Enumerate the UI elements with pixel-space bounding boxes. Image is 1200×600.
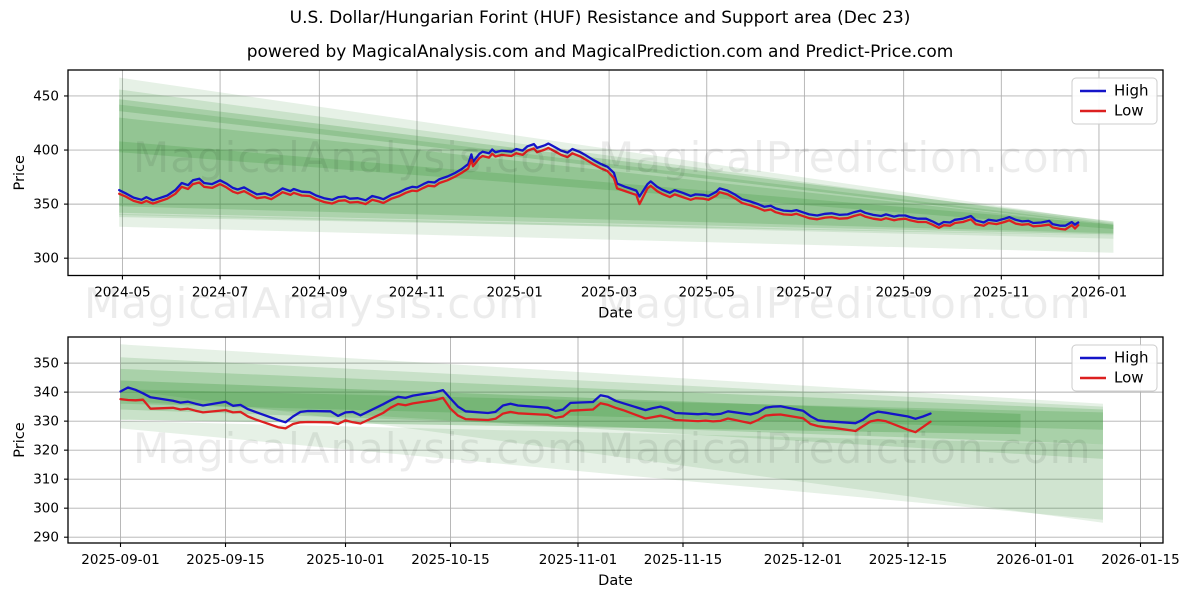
- support-resistance-band: [120, 389, 1103, 430]
- legend-box: [1071, 344, 1158, 392]
- y-axis-label: Price: [12, 155, 28, 190]
- legend-box: [1071, 77, 1158, 125]
- y-axis-label: Price: [12, 422, 28, 457]
- x-tick-label: 2024-07: [192, 285, 248, 301]
- x-tick-label: 2025-05: [679, 285, 735, 301]
- x-tick-label: 2025-10-01: [306, 552, 384, 568]
- legend-label-low: Low: [1114, 102, 1144, 120]
- x-tick-label: 2026-01-15: [1101, 552, 1179, 568]
- x-tick-label: 2025-11-15: [644, 552, 722, 568]
- x-axis-label: Date: [598, 573, 633, 589]
- top-price-chart: 300 350 400 450 2024-05 2024-07 2024-09 2024-11…: [12, 69, 1164, 322]
- x-tick-label: 2024-09: [291, 285, 347, 301]
- plot-border: [67, 336, 1164, 544]
- y-tick-label: 400: [33, 143, 59, 159]
- series-line-low: [119, 396, 932, 434]
- y-tick-label: 350: [33, 197, 59, 213]
- y-tick-label: 330: [33, 414, 59, 430]
- x-tick-label: 2025-11-01: [539, 552, 617, 568]
- x-tick-label: 2025-09-01: [81, 552, 159, 568]
- support-resistance-band: [119, 99, 1114, 226]
- x-tick-label: 2026-01-01: [996, 552, 1074, 568]
- y-tick-label: 340: [33, 385, 59, 401]
- x-tick-label: 2025-10-15: [411, 552, 489, 568]
- y-tick-label: 350: [33, 356, 59, 372]
- legend-label-low: Low: [1114, 369, 1144, 387]
- bottom-price-chart: 290 300 310 320 330 340 350 2025-09-01 2025-09-1…: [12, 336, 1180, 589]
- x-tick-label: 2025-09-15: [186, 552, 264, 568]
- legend-label-high: High: [1114, 349, 1148, 367]
- page-subtitle: powered by MagicalAnalysis.com and Magic…: [246, 42, 954, 62]
- y-tick-label: 300: [33, 501, 59, 517]
- x-tick-label: 2025-12-01: [764, 552, 842, 568]
- series-line-low: [118, 146, 1080, 231]
- x-tick-label: 2025-09: [875, 285, 931, 301]
- plot-border: [67, 69, 1164, 277]
- x-tick-label: 2025-07: [776, 285, 832, 301]
- support-resistance-band: [120, 344, 1103, 523]
- x-tick-label: 2025-01: [486, 285, 542, 301]
- support-resistance-band: [119, 117, 1114, 234]
- support-resistance-band: [119, 213, 1114, 253]
- support-resistance-band: [120, 421, 1103, 520]
- y-tick-label: 290: [33, 530, 59, 546]
- series-line-high: [118, 142, 1080, 227]
- x-tick-label: 2025-12-15: [869, 552, 947, 568]
- x-tick-label: 2024-11: [389, 285, 445, 301]
- page-title: U.S. Dollar/Hungarian Forint (HUF) Resis…: [289, 8, 911, 28]
- series-line-high: [119, 386, 932, 425]
- y-tick-label: 300: [33, 251, 59, 267]
- y-tick-label: 310: [33, 472, 59, 488]
- support-resistance-band: [120, 357, 1103, 459]
- x-axis-label: Date: [598, 306, 633, 322]
- x-tick-label: 2026-01: [1071, 285, 1127, 301]
- legend-label-high: High: [1114, 82, 1148, 100]
- x-tick-label: 2025-11: [973, 285, 1029, 301]
- x-tick-label: 2025-03: [581, 285, 637, 301]
- y-tick-label: 320: [33, 443, 59, 459]
- x-tick-label: 2024-05: [94, 285, 150, 301]
- y-tick-label: 450: [33, 88, 59, 104]
